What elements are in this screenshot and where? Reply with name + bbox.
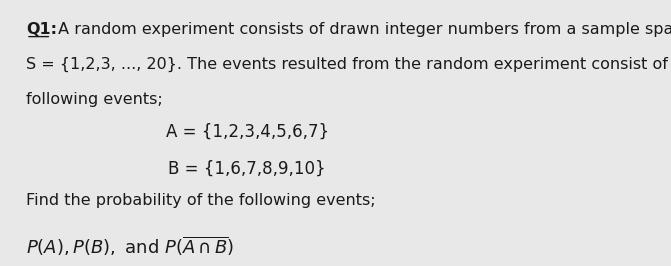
Text: A = {1,2,3,4,5,6,7}: A = {1,2,3,4,5,6,7}	[166, 123, 329, 141]
Text: B = {1,6,7,8,9,10}: B = {1,6,7,8,9,10}	[168, 160, 326, 178]
Text: $P(A), P(B),$ and $P(\overline{A \cap B})$: $P(A), P(B),$ and $P(\overline{A \cap B}…	[26, 235, 234, 259]
Text: A random experiment consists of drawn integer numbers from a sample space: A random experiment consists of drawn in…	[53, 22, 671, 37]
Text: Find the probability of the following events;: Find the probability of the following ev…	[26, 193, 376, 207]
Text: Q1:: Q1:	[26, 22, 57, 37]
Text: following events;: following events;	[26, 92, 163, 106]
Text: S = {1,2,3, ..., 20}. The events resulted from the random experiment consist of : S = {1,2,3, ..., 20}. The events resulte…	[26, 57, 671, 72]
